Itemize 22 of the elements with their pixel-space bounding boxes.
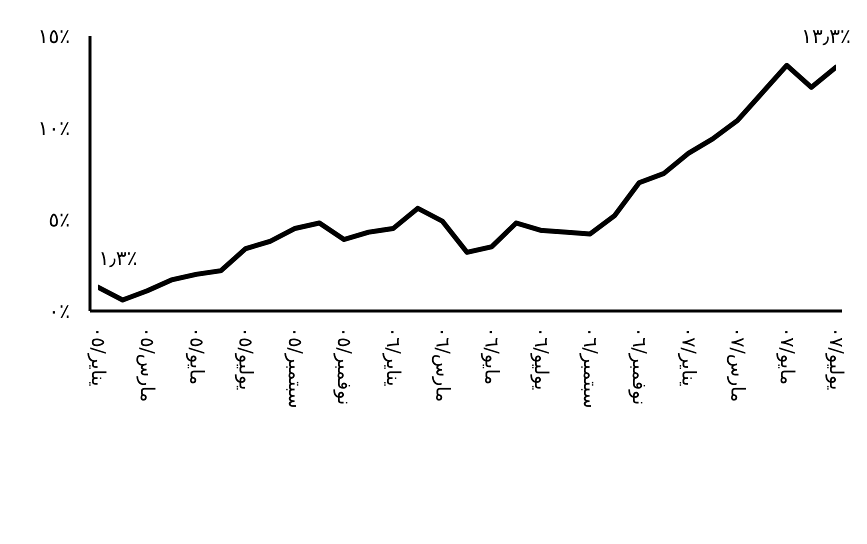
x-tick-label: سبتمبر/٠٦ bbox=[579, 327, 601, 408]
y-tick-label: ٠٪ bbox=[48, 299, 70, 324]
y-tick-label: ١٥٪ bbox=[38, 24, 70, 48]
x-tick-label: مارس/٠٧ bbox=[726, 327, 749, 402]
x-tick-label: يناير/٠٥ bbox=[87, 327, 109, 386]
x-tick-label: مارس/٠٥ bbox=[136, 327, 158, 402]
x-tick-label: يناير/٠٧ bbox=[677, 327, 700, 386]
x-tick-label: نوفمبر/٠٦ bbox=[628, 327, 650, 406]
x-tick-label: يوليو/٠٥ bbox=[234, 327, 257, 390]
annotation: ١٫٣٪ bbox=[98, 246, 138, 270]
y-tick-label: ١٠٪ bbox=[38, 116, 70, 140]
x-tick-label: مايو/٠٥ bbox=[185, 327, 208, 385]
x-tick-label: مايو/٠٦ bbox=[480, 327, 503, 385]
x-tick-label: مارس/٠٦ bbox=[431, 327, 454, 402]
x-tick-label: سبتمبر/٠٥ bbox=[284, 327, 306, 408]
x-tick-label: مايو/٠٧ bbox=[776, 327, 798, 385]
x-tick-label: نوفمبر/٠٥ bbox=[333, 327, 355, 406]
x-tick-label: يناير/٠٦ bbox=[382, 327, 404, 386]
x-tick-label: يوليو/٠٧ bbox=[825, 327, 847, 390]
x-tick-label: يوليو/٠٦ bbox=[530, 327, 552, 390]
y-tick-label: ٥٪ bbox=[48, 207, 70, 232]
annotation: ١٣٫٣٪ bbox=[801, 24, 851, 48]
